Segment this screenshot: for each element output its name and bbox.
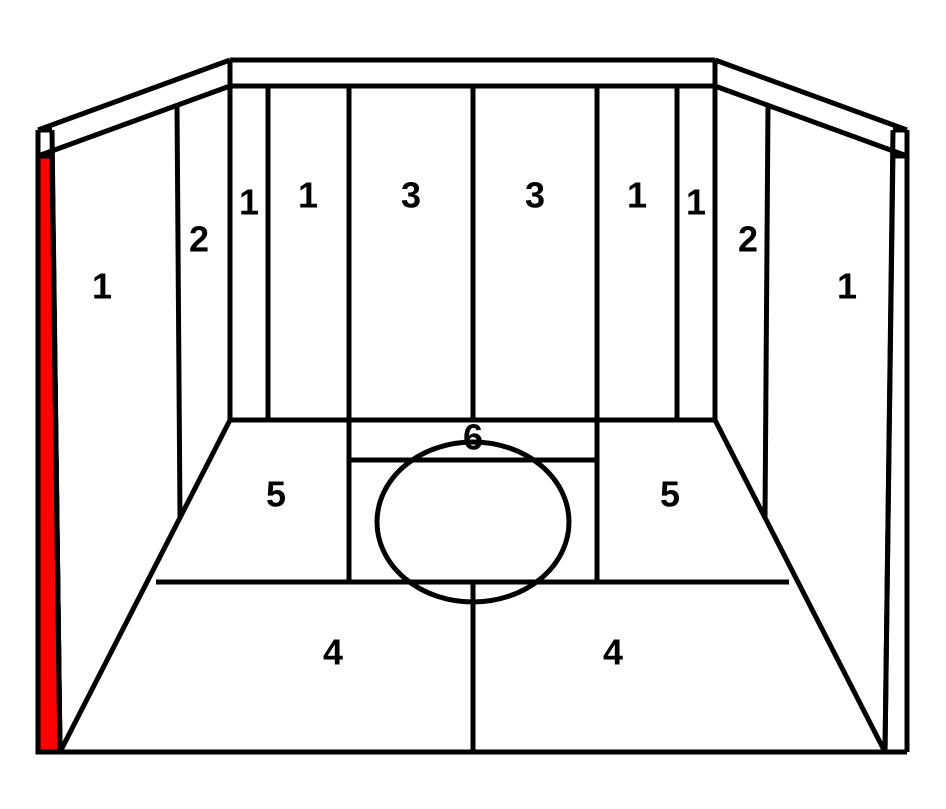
label-right-1: 2 <box>738 219 758 260</box>
floor-left-edge <box>60 420 230 752</box>
label-floor-3: 4 <box>323 632 343 673</box>
floor-right-edge <box>715 420 885 752</box>
label-floor-1: 5 <box>660 474 680 515</box>
label-floor-0: 5 <box>266 474 286 515</box>
leftwall-div-1 <box>177 105 180 517</box>
label-right-0: 1 <box>837 266 857 307</box>
label-back-0: 1 <box>239 182 259 223</box>
label-back-2: 3 <box>401 175 421 216</box>
label-back-1: 1 <box>298 175 318 216</box>
label-floor-2: 6 <box>463 417 483 458</box>
label-back-5: 1 <box>686 182 706 223</box>
label-back-3: 3 <box>525 175 545 216</box>
label-floor-4: 4 <box>603 632 623 673</box>
label-left-1: 2 <box>189 219 209 260</box>
rightwall-div-0 <box>885 151 893 752</box>
label-back-4: 1 <box>627 175 647 216</box>
label-left-0: 1 <box>92 266 112 307</box>
rightwall-div-1 <box>765 105 768 517</box>
floor-circle <box>377 442 569 602</box>
